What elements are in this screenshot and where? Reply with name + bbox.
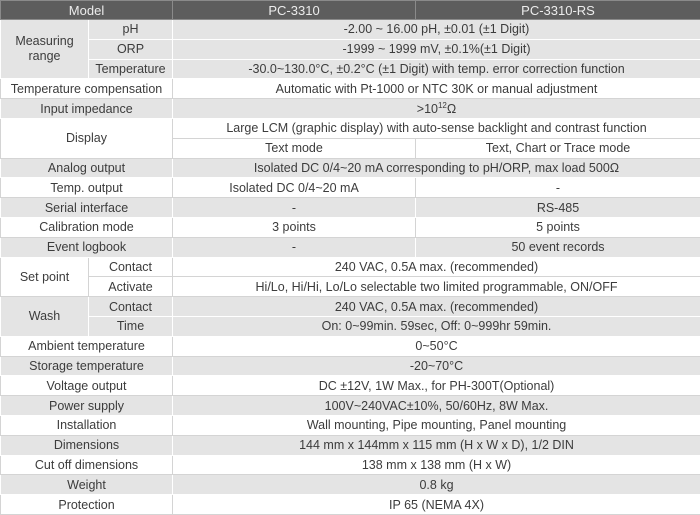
- impedance-base: >10: [417, 102, 438, 116]
- temp-comp-label: Temperature compensation: [1, 79, 173, 99]
- temp-output-a: Isolated DC 0/4~20 mA: [173, 178, 416, 198]
- impedance-exponent: 12: [438, 101, 447, 110]
- table-row: Measuring range pH -2.00 ~ 16.00 pH, ±0.…: [1, 20, 700, 40]
- calibration-a: 3 points: [173, 217, 416, 237]
- temp-label: Temperature: [89, 59, 173, 79]
- temp-output-label: Temp. output: [1, 178, 173, 198]
- event-label: Event logbook: [1, 237, 173, 257]
- wash-contact-label: Contact: [89, 297, 173, 317]
- table-row: Storage temperature-20~70°C: [1, 356, 700, 376]
- serial-a: -: [173, 198, 416, 218]
- table-row: ORP-1999 ~ 1999 mV, ±0.1%(±1 Digit): [1, 39, 700, 59]
- row-label: Voltage output: [1, 376, 173, 396]
- setpoint-activate-value: Hi/Lo, Hi/Hi, Lo/Lo selectable two limit…: [173, 277, 700, 297]
- setpoint-label: Set point: [1, 257, 89, 297]
- display-b: Text, Chart or Trace mode: [416, 138, 700, 158]
- row-label: Power supply: [1, 396, 173, 416]
- wash-contact-value: 240 VAC, 0.5A max. (recommended): [173, 297, 700, 317]
- setpoint-activate-label: Activate: [89, 277, 173, 297]
- row-label: Cut off dimensions: [1, 455, 173, 475]
- row-label: Storage temperature: [1, 356, 173, 376]
- wash-time-value: On: 0~99min. 59sec, Off: 0~999hr 59min.: [173, 316, 700, 336]
- display-value: Large LCM (graphic display) with auto-se…: [173, 118, 700, 138]
- display-label: Display: [1, 118, 173, 158]
- pc3310-header: PC-3310: [173, 1, 416, 20]
- serial-b: RS-485: [416, 198, 700, 218]
- ph-label: pH: [89, 20, 173, 40]
- analog-label: Analog output: [1, 158, 173, 178]
- event-b: 50 event records: [416, 237, 700, 257]
- orp-label: ORP: [89, 39, 173, 59]
- row-value: 100V~240VAC±10%, 50/60Hz, 8W Max.: [173, 396, 700, 416]
- row-value: IP 65 (NEMA 4X): [173, 495, 700, 515]
- table-row: Event logbook-50 event records: [1, 237, 700, 257]
- row-label: Protection: [1, 495, 173, 515]
- input-impedance-label: Input impedance: [1, 99, 173, 119]
- row-value: DC ±12V, 1W Max., for PH-300T(Optional): [173, 376, 700, 396]
- calibration-label: Calibration mode: [1, 217, 173, 237]
- table-row: Temperature-30.0~130.0°C, ±0.2°C (±1 Dig…: [1, 59, 700, 79]
- table-row: Serial interface-RS-485: [1, 198, 700, 218]
- row-value: 138 mm x 138 mm (H x W): [173, 455, 700, 475]
- header-row: Model PC-3310 PC-3310-RS: [1, 1, 700, 20]
- table-row: Input impedance>1012Ω: [1, 99, 700, 119]
- row-value: 144 mm x 144mm x 115 mm (H x W x D), 1/2…: [173, 435, 700, 455]
- row-label: Ambient temperature: [1, 336, 173, 356]
- row-value: 0~50°C: [173, 336, 700, 356]
- display-a: Text mode: [173, 138, 416, 158]
- calibration-b: 5 points: [416, 217, 700, 237]
- model-header: Model: [1, 1, 173, 20]
- setpoint-contact-value: 240 VAC, 0.5A max. (recommended): [173, 257, 700, 277]
- impedance-unit: Ω: [447, 102, 456, 116]
- measuring-range-label: Measuring range: [1, 20, 89, 79]
- row-label: Dimensions: [1, 435, 173, 455]
- setpoint-contact-label: Contact: [89, 257, 173, 277]
- temp-output-b: -: [416, 178, 700, 198]
- row-value: 0.8 kg: [173, 475, 700, 495]
- orp-value: -1999 ~ 1999 mV, ±0.1%(±1 Digit): [173, 39, 700, 59]
- event-a: -: [173, 237, 416, 257]
- row-value: Wall mounting, Pipe mounting, Panel moun…: [173, 415, 700, 435]
- analog-value: Isolated DC 0/4~20 mA corresponding to p…: [173, 158, 700, 178]
- temp-comp-value: Automatic with Pt-1000 or NTC 30K or man…: [173, 79, 700, 99]
- serial-label: Serial interface: [1, 198, 173, 218]
- temp-value: -30.0~130.0°C, ±0.2°C (±1 Digit) with te…: [173, 59, 700, 79]
- row-label: Weight: [1, 475, 173, 495]
- row-label: Installation: [1, 415, 173, 435]
- input-impedance-value: >1012Ω: [173, 99, 700, 119]
- row-value: -20~70°C: [173, 356, 700, 376]
- wash-label: Wash: [1, 297, 89, 337]
- pc3310rs-header: PC-3310-RS: [416, 1, 700, 20]
- ph-value: -2.00 ~ 16.00 pH, ±0.01 (±1 Digit): [173, 20, 700, 40]
- wash-time-label: Time: [89, 316, 173, 336]
